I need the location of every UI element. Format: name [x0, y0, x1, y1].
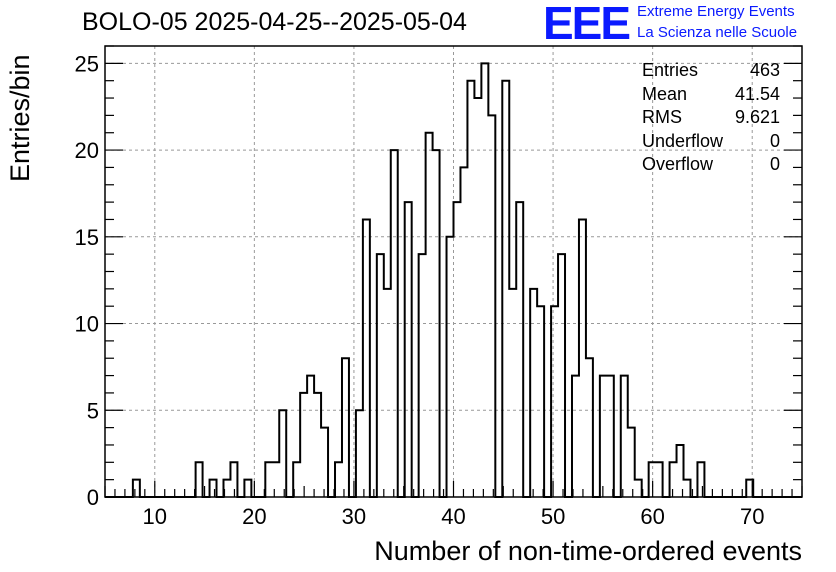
x-tick-labels: 10 20 30 40 50 60 70 — [143, 504, 765, 529]
x-tick-label: 70 — [740, 504, 764, 529]
stat-underflow: Underflow 0 — [642, 130, 780, 151]
stat-overflow: Overflow 0 — [642, 154, 780, 174]
stat-entries: Entries 463 — [642, 60, 780, 80]
y-tick-label: 15 — [75, 225, 99, 250]
y-tick-label: 5 — [87, 398, 99, 423]
stat-rms: RMS 9.621 — [642, 107, 780, 127]
chart-title: BOLO-05 2025-04-25--2025-05-04 — [82, 8, 467, 36]
eee-logo: EEE — [543, 0, 631, 49]
y-tick-label: 20 — [75, 138, 99, 163]
plot-frame — [104, 45, 803, 498]
logo-subtitle-1: Extreme Energy Events — [637, 3, 795, 20]
y-axis-label: Entries/bin — [5, 54, 35, 182]
y-tick-label: 10 — [75, 312, 99, 337]
x-tick-label: 20 — [242, 504, 266, 529]
x-tick-label: 50 — [541, 504, 565, 529]
stat-mean: Mean 41.54 — [642, 83, 780, 104]
stats-box: Entries 463 Mean 41.54 RMS 9.621 Underflow 0… — [642, 59, 780, 177]
x-tick-label: 30 — [342, 504, 366, 529]
y-tick-label: 25 — [75, 51, 99, 76]
x-tick-label: 60 — [640, 504, 664, 529]
x-tick-label: 10 — [143, 504, 167, 529]
y-tick-label: 0 — [87, 485, 99, 510]
x-tick-label: 40 — [441, 504, 465, 529]
logo-subtitle-2: La Scienza nelle Scuole — [637, 24, 798, 41]
y-tick-labels: 0 5 10 15 20 25 — [75, 51, 99, 510]
x-axis-label: Number of non-time-ordered events — [374, 536, 802, 566]
